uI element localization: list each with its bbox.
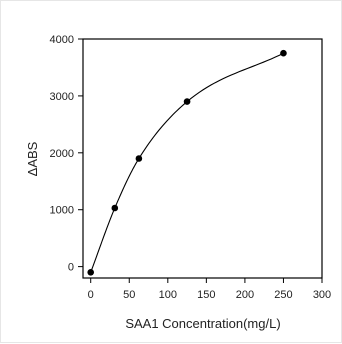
data-point xyxy=(87,269,95,276)
plot-area: 0 1000 2000 3000 4000 0 50 100 150 200 250 300 xyxy=(50,34,332,301)
x-tick-label: 0 xyxy=(88,289,94,301)
y-tick-label: 1000 xyxy=(50,205,74,217)
data-point xyxy=(135,155,143,162)
x-tick-label: 150 xyxy=(197,289,215,301)
y-tick-label: 0 xyxy=(68,262,74,274)
data-point xyxy=(111,204,119,212)
x-tick-label: 200 xyxy=(236,289,254,301)
y-tick-label: 4000 xyxy=(50,34,74,46)
x-tick-label: 250 xyxy=(274,289,292,301)
x-tick-label: 100 xyxy=(159,289,177,301)
fit-curve xyxy=(90,52,284,273)
y-tick-label: 3000 xyxy=(50,91,74,103)
data-point xyxy=(183,98,191,105)
y-axis-label: ΔABS xyxy=(25,141,40,176)
plot-frame xyxy=(82,38,323,279)
x-axis-label: SAA1 Concentration(mg/L) xyxy=(125,316,280,331)
x-tick-label: 300 xyxy=(313,289,331,301)
x-tick-label: 50 xyxy=(123,289,135,301)
y-tick-label: 2000 xyxy=(50,148,74,160)
data-point xyxy=(280,49,287,57)
